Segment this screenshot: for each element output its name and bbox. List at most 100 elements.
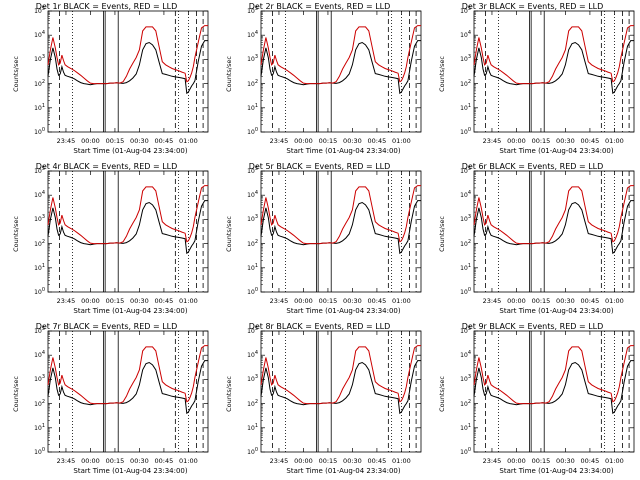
plot-frame [47,170,209,293]
y-tick-label: 103 [34,374,45,384]
panel-title: Det 5r BLACK = Events, RED = LLD [248,162,391,171]
x-tick-label: 00:45 [367,297,387,305]
y-tick-label: 102 [460,238,471,248]
x-tick-label: 00:30 [130,137,149,145]
x-tick-label: 00:45 [580,297,600,305]
x-tick-label: 00:00 [294,457,313,465]
y-tick-label: 103 [247,374,258,384]
y-tick-label: 103 [34,54,45,64]
lld-series-line [47,345,208,405]
y-tick-label: 103 [460,214,471,224]
x-axis-label: Start Time (01-Aug-04 23:34:00) [286,467,401,475]
y-tick-label: 104 [247,30,258,40]
x-axis-label: Start Time (01-Aug-04 23:34:00) [73,147,188,155]
panel-plot [473,170,635,293]
y-tick-label: 100 [460,127,471,136]
y-tick-label: 102 [34,398,45,408]
y-tick-label: 105 [247,166,258,175]
y-axis-label: Counts/sec [12,56,20,92]
y-tick-label: 102 [247,238,258,248]
lld-series-line [473,185,634,245]
y-tick-label: 102 [247,78,258,88]
panel-plot [473,10,635,133]
plot-frame [473,170,635,293]
x-tick-label: 01:00 [392,297,411,305]
x-axis-label: Start Time (01-Aug-04 23:34:00) [499,307,614,315]
y-tick-label: 100 [247,127,258,136]
y-tick-label: 105 [460,166,471,175]
x-tick-label: 00:45 [367,457,387,465]
y-tick-label: 100 [34,447,45,456]
panel-title: Det 1r BLACK = Events, RED = LLD [35,2,178,11]
y-axis-label: Counts/sec [225,56,233,92]
x-tick-label: 00:30 [343,457,362,465]
y-axis-label: Counts/sec [12,216,20,252]
panel-title: Det 9r BLACK = Events, RED = LLD [461,322,604,331]
events-series-line [47,40,208,95]
x-tick-label: 00:15 [531,457,551,465]
x-tick-label: 00:15 [531,297,551,305]
x-tick-label: 23:45 [482,297,502,305]
panel-plot [47,10,209,133]
y-tick-label: 103 [460,54,471,64]
y-tick-label: 104 [34,350,45,360]
x-tick-label: 00:00 [81,137,100,145]
x-tick-label: 23:45 [269,297,289,305]
y-tick-label: 102 [34,78,45,88]
x-axis-label: Start Time (01-Aug-04 23:34:00) [73,467,188,475]
panel-plot [260,330,422,453]
y-tick-label: 100 [247,447,258,456]
x-tick-label: 00:15 [105,137,125,145]
x-tick-label: 00:45 [367,137,387,145]
x-tick-label: 00:30 [556,457,575,465]
lld-series-line [47,25,208,85]
y-tick-label: 100 [460,447,471,456]
x-tick-label: 23:45 [269,137,289,145]
y-tick-label: 104 [247,350,258,360]
y-tick-label: 101 [34,262,45,272]
lld-series-line [473,345,634,405]
x-tick-label: 23:45 [269,457,289,465]
y-tick-label: 102 [247,398,258,408]
y-tick-label: 101 [247,262,258,272]
y-tick-label: 103 [247,214,258,224]
y-tick-label: 102 [460,78,471,88]
y-tick-label: 105 [247,6,258,15]
events-series-line [47,200,208,255]
y-tick-label: 101 [247,422,258,432]
x-tick-label: 01:00 [179,137,198,145]
x-axis-label: Start Time (01-Aug-04 23:34:00) [286,147,401,155]
y-tick-label: 103 [247,54,258,64]
x-tick-label: 00:45 [154,297,174,305]
chart-panel: 23:45 00:00 00:15 00:30 00:45 01:00 100 101 102 1… [0,320,213,480]
plot-frame [47,330,209,453]
events-series-line [47,360,208,415]
x-axis-label: Start Time (01-Aug-04 23:34:00) [499,467,614,475]
lld-series-line [260,25,421,85]
chart-panel: 23:45 00:00 00:15 00:30 00:45 01:00 100 101 102 1… [213,0,426,160]
x-tick-label: 00:15 [318,137,338,145]
y-tick-label: 103 [34,214,45,224]
panel-title: Det 4r BLACK = Events, RED = LLD [35,162,178,171]
x-tick-label: 00:30 [556,137,575,145]
y-tick-label: 105 [460,6,471,15]
x-tick-label: 00:45 [154,137,174,145]
panel-title: Det 2r BLACK = Events, RED = LLD [248,2,391,11]
y-tick-label: 100 [34,287,45,296]
y-tick-label: 100 [247,287,258,296]
plot-frame [473,10,635,133]
x-tick-label: 23:45 [482,137,502,145]
chart-panel: 23:45 00:00 00:15 00:30 00:45 01:00 100 101 102 1… [426,160,639,320]
x-tick-label: 00:00 [507,297,526,305]
panel-plot [47,170,209,293]
x-tick-label: 00:30 [556,297,575,305]
y-tick-label: 101 [460,262,471,272]
x-tick-label: 00:30 [343,297,362,305]
x-tick-label: 23:45 [482,457,502,465]
chart-panel: 23:45 00:00 00:15 00:30 00:45 01:00 100 101 102 1… [426,320,639,480]
lld-series-line [473,25,634,85]
x-tick-label: 23:45 [56,457,76,465]
x-tick-label: 00:45 [580,137,600,145]
y-tick-label: 104 [247,190,258,200]
